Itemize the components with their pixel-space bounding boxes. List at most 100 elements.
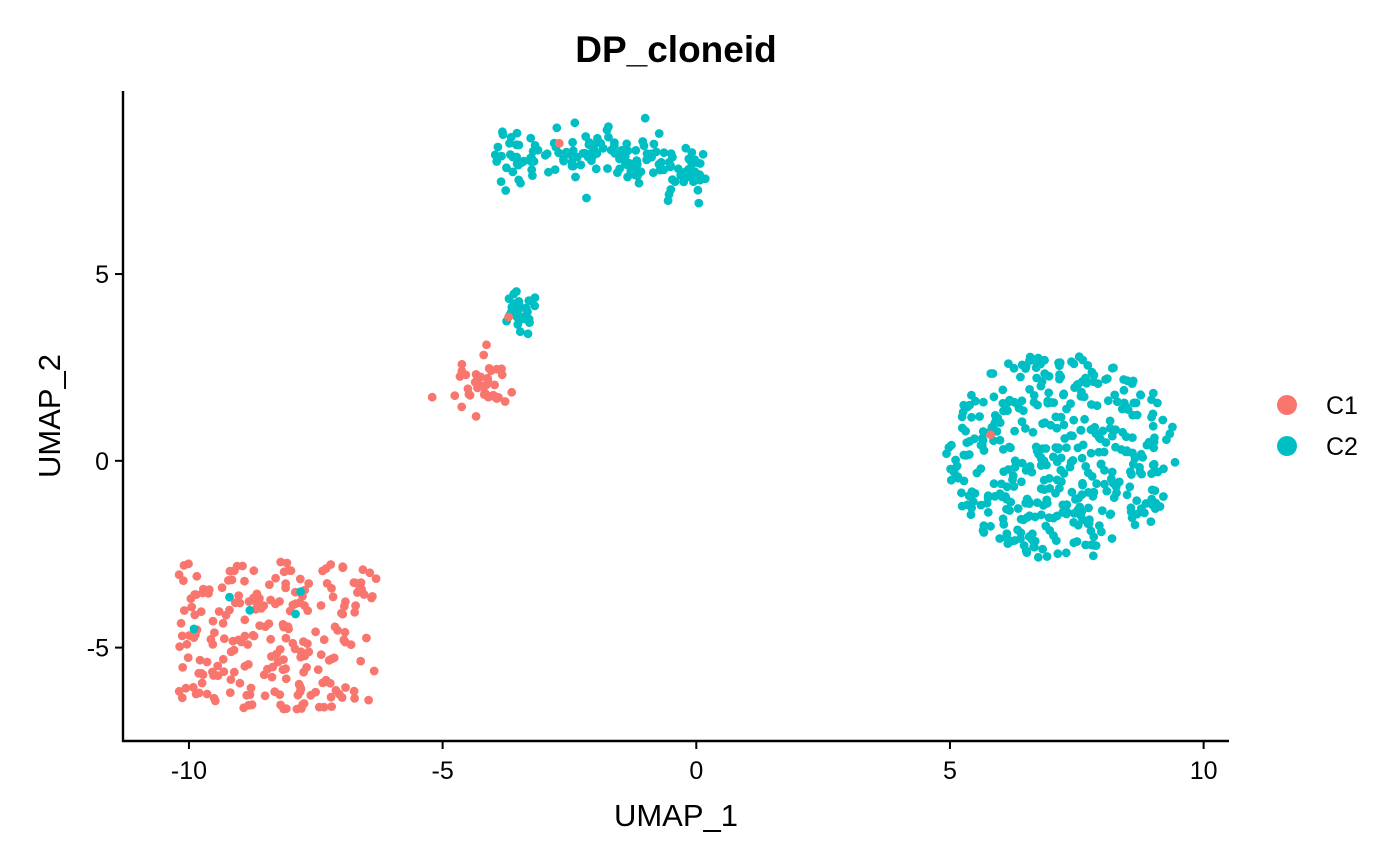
point-c1 (179, 576, 188, 586)
point-c2 (1025, 385, 1034, 394)
point-c1 (219, 667, 229, 677)
point-c2 (983, 493, 993, 503)
y-tick-label: 5 (95, 261, 109, 289)
point-c2 (1002, 398, 1012, 408)
point-c2 (1037, 510, 1046, 520)
point-c2 (1053, 444, 1063, 454)
point-c1 (208, 616, 218, 626)
point-c1 (286, 566, 296, 576)
point-c2 (613, 168, 622, 178)
point-c2 (1119, 375, 1129, 384)
point-c2 (618, 152, 628, 162)
point-c2 (1153, 467, 1163, 477)
point-c2 (580, 148, 590, 158)
point-c2 (1127, 470, 1136, 479)
point-c2 (1102, 486, 1112, 496)
point-c2 (1086, 448, 1096, 458)
point-c1 (204, 585, 214, 595)
point-c2 (1048, 452, 1058, 462)
point-c2 (1081, 540, 1090, 550)
point-c2 (602, 125, 612, 135)
point-c2 (517, 158, 527, 167)
point-c2 (1052, 423, 1062, 433)
point-c2 (1136, 449, 1146, 459)
point-c1 (356, 656, 366, 666)
point-c2 (990, 492, 1000, 501)
point-c2 (584, 140, 594, 150)
point-c1 (209, 693, 219, 703)
point-c2 (1087, 400, 1096, 409)
point-c2 (1068, 431, 1077, 441)
point-c1 (234, 591, 244, 600)
point-c2 (1148, 388, 1158, 398)
point-c1 (195, 655, 205, 665)
point-c1 (244, 660, 253, 669)
point-c2 (1006, 497, 1016, 507)
point-c2 (554, 148, 564, 158)
point-c2 (581, 132, 591, 141)
point-c2 (1056, 372, 1066, 382)
point-c2 (296, 587, 305, 596)
point-c1 (218, 654, 228, 664)
point-c2 (1073, 443, 1083, 453)
point-c1 (240, 576, 249, 586)
point-c2 (1090, 422, 1100, 432)
point-c1 (314, 702, 324, 712)
point-c2 (1130, 520, 1140, 530)
point-c1 (311, 687, 320, 697)
point-c2 (512, 152, 521, 162)
point-c1 (329, 653, 339, 663)
point-c2 (1005, 506, 1014, 515)
point-c1 (279, 704, 289, 714)
point-c1 (292, 704, 302, 714)
point-c2 (1010, 456, 1020, 466)
point-c2 (978, 526, 988, 536)
point-c2 (1025, 511, 1034, 521)
point-c2 (1110, 390, 1120, 400)
point-c2 (690, 167, 700, 177)
point-c2 (1147, 412, 1156, 422)
point-c1 (346, 640, 356, 650)
point-c1 (174, 686, 184, 696)
point-c1 (333, 626, 342, 635)
point-c2 (988, 369, 998, 378)
point-c1 (249, 593, 258, 603)
point-c2 (989, 479, 999, 489)
point-c2 (515, 327, 525, 337)
point-c1 (188, 682, 198, 692)
point-c2 (1017, 458, 1027, 468)
point-c2 (1089, 370, 1099, 380)
point-c2 (1024, 497, 1034, 507)
point-c2 (1018, 406, 1028, 415)
point-c1 (364, 695, 373, 705)
point-c2 (1081, 462, 1091, 471)
point-c2 (966, 510, 976, 520)
point-c2 (1105, 510, 1115, 519)
point-c2 (961, 426, 970, 436)
point-c2 (1009, 482, 1019, 491)
point-c2 (552, 123, 562, 133)
point-c2 (1029, 391, 1039, 400)
point-c1 (176, 618, 186, 628)
point-c2 (1091, 541, 1101, 550)
point-c2 (1137, 469, 1146, 479)
point-c2 (1069, 415, 1079, 425)
point-c2 (1021, 466, 1031, 475)
point-c2 (990, 419, 1000, 428)
point-c1 (281, 633, 291, 643)
point-c2 (570, 118, 580, 128)
point-c1 (313, 665, 323, 674)
point-c2 (1070, 383, 1079, 392)
point-c2 (1028, 427, 1038, 437)
point-c1 (196, 607, 206, 617)
point-c2 (1122, 446, 1132, 456)
point-c2 (1044, 474, 1054, 483)
point-c1 (322, 579, 332, 588)
point-c2 (1044, 388, 1054, 398)
point-c1 (208, 667, 217, 677)
point-c2 (526, 157, 536, 167)
point-c1 (471, 412, 481, 421)
point-c2 (496, 177, 506, 187)
point-c1 (357, 585, 366, 594)
point-c2 (983, 508, 993, 517)
